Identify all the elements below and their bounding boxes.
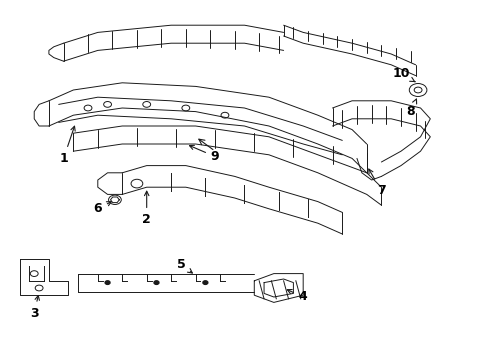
Text: 7: 7 — [368, 169, 385, 197]
Circle shape — [203, 281, 207, 284]
Text: 6: 6 — [93, 202, 111, 215]
Text: 9: 9 — [189, 145, 219, 163]
Text: 3: 3 — [30, 296, 40, 320]
Text: 8: 8 — [406, 99, 416, 118]
Text: 5: 5 — [176, 258, 192, 273]
Text: 1: 1 — [59, 126, 75, 165]
Text: 4: 4 — [286, 289, 307, 303]
Text: 10: 10 — [391, 67, 414, 82]
Circle shape — [105, 281, 110, 284]
Circle shape — [154, 281, 159, 284]
Text: 2: 2 — [142, 191, 151, 226]
